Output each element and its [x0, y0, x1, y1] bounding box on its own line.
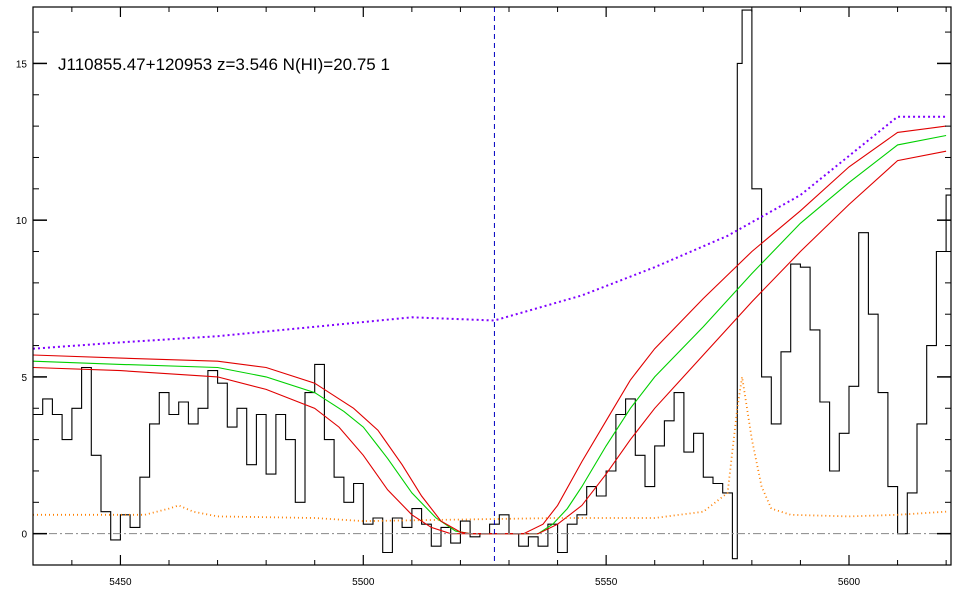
chart-title: J110855.47+120953 z=3.546 N(HI)=20.75 1: [58, 55, 390, 74]
x-tick-label: 5600: [838, 577, 861, 588]
x-tick-label: 5550: [595, 577, 618, 588]
y-tick-label: 15: [16, 59, 28, 70]
y-tick-label: 5: [21, 373, 27, 384]
error-spectrum-series: [33, 376, 947, 523]
reference-lines: [33, 7, 951, 565]
plot-frame: [32, 6, 952, 566]
flux-spectrum-series: [33, 9, 951, 560]
axis-ticks: 5450 5500 5550 5600 0 5 10 15: [16, 7, 951, 588]
y-tick-label: 0: [21, 530, 27, 541]
x-tick-label: 5450: [109, 577, 132, 588]
x-tick-label: 5500: [352, 577, 375, 588]
continuum-series: [33, 115, 947, 350]
y-tick-label: 10: [16, 216, 28, 227]
